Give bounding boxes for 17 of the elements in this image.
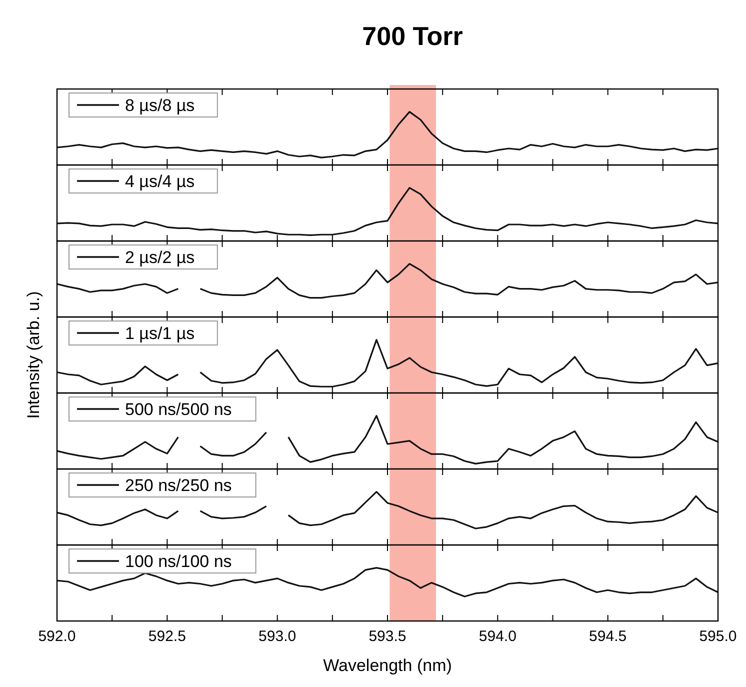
legend-label: 4 µs/4 µs bbox=[125, 172, 195, 191]
x-tick-label: 593.0 bbox=[258, 628, 296, 645]
x-tick-label: 594.0 bbox=[478, 628, 516, 645]
x-tick-label: 592.5 bbox=[148, 628, 186, 645]
x-tick-label: 593.5 bbox=[368, 628, 406, 645]
x-tick-label: 592.0 bbox=[38, 628, 76, 645]
x-axis-title: Wavelength (nm) bbox=[323, 656, 452, 675]
y-axis-title: Intensity (arb. u.) bbox=[24, 291, 43, 419]
legend-label: 1 µs/1 µs bbox=[125, 324, 195, 343]
x-tick-label: 594.5 bbox=[589, 628, 627, 645]
x-tick-label: 595.0 bbox=[699, 628, 737, 645]
chart-title: 700 Torr bbox=[362, 21, 463, 51]
legend-label: 2 µs/2 µs bbox=[125, 248, 195, 267]
legend-label: 250 ns/250 ns bbox=[125, 476, 232, 495]
legend-label: 100 ns/100 ns bbox=[125, 552, 232, 571]
legend-label: 8 µs/8 µs bbox=[125, 96, 195, 115]
legend-label: 500 ns/500 ns bbox=[125, 400, 232, 419]
